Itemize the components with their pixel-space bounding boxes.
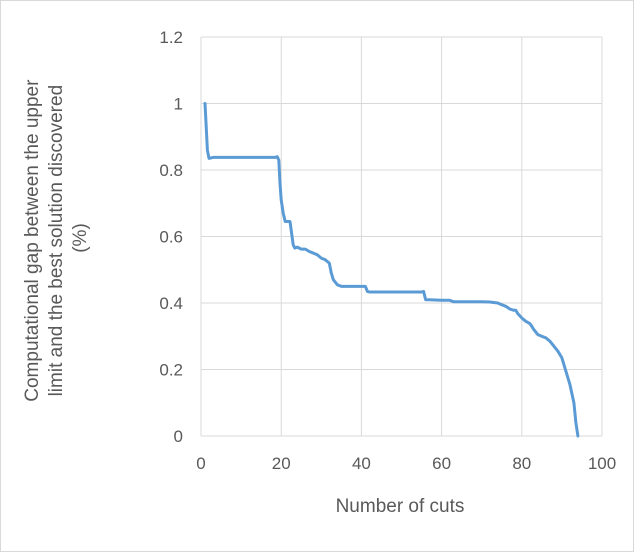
- x-tick-label: 80: [512, 454, 531, 473]
- series-line: [203, 102, 580, 438]
- y-axis-title-line-1: Computational gap between the upper: [22, 79, 43, 402]
- x-axis-title: Number of cuts: [336, 496, 465, 517]
- y-tick-label: 1: [174, 95, 183, 114]
- y-tick-label: 0.4: [159, 294, 183, 313]
- tick-labels: 0 0.2 0.4 0.6 0.8 1 1.2 0 20 40 60 80 100: [159, 28, 616, 473]
- y-axis-title-line-3: (%): [70, 223, 91, 253]
- x-tick-label: 100: [588, 454, 616, 473]
- y-tick-label: 0.8: [159, 161, 183, 180]
- y-tick-label: 0.2: [159, 361, 183, 380]
- gridlines: [200, 36, 603, 437]
- y-tick-label: 1.2: [159, 28, 183, 47]
- x-tick-label: 40: [352, 454, 371, 473]
- x-tick-label: 0: [196, 454, 205, 473]
- x-tick-label: 60: [432, 454, 451, 473]
- y-tick-label: 0.6: [159, 228, 183, 247]
- y-axis-title-line-2: limit and the best solution discovered: [46, 85, 67, 397]
- x-tick-label: 20: [272, 454, 291, 473]
- y-tick-label: 0: [174, 427, 183, 446]
- y-axis-title: Computational gap between the upper limi…: [22, 74, 91, 401]
